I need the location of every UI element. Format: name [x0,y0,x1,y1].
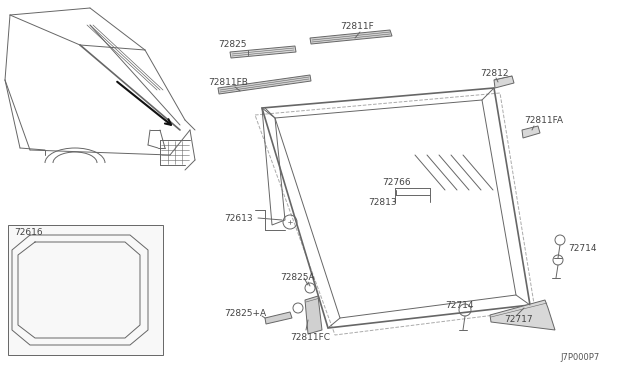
Text: 72812: 72812 [480,68,509,77]
Text: 72811FA: 72811FA [524,115,563,125]
Polygon shape [490,300,555,330]
Polygon shape [265,312,292,324]
Text: 72714: 72714 [445,301,474,311]
Text: 72811FC: 72811FC [290,334,330,343]
Text: 72717: 72717 [504,315,532,324]
Text: 72616: 72616 [14,228,43,237]
Text: 72825A: 72825A [280,273,315,282]
Text: 72811FB: 72811FB [208,77,248,87]
Text: 72613: 72613 [224,214,253,222]
Polygon shape [494,76,514,88]
Polygon shape [522,126,540,138]
Polygon shape [218,75,311,94]
Polygon shape [305,296,322,334]
Polygon shape [230,46,296,58]
Bar [8,225,163,355]
Text: 72813: 72813 [368,198,397,206]
Text: 72766: 72766 [382,177,411,186]
Polygon shape [310,30,392,44]
Text: 72825+A: 72825+A [224,310,266,318]
Text: J7P000P7: J7P000P7 [560,353,599,362]
Text: 72811F: 72811F [340,22,374,31]
Text: 72825: 72825 [218,39,246,48]
Text: 72714: 72714 [568,244,596,253]
